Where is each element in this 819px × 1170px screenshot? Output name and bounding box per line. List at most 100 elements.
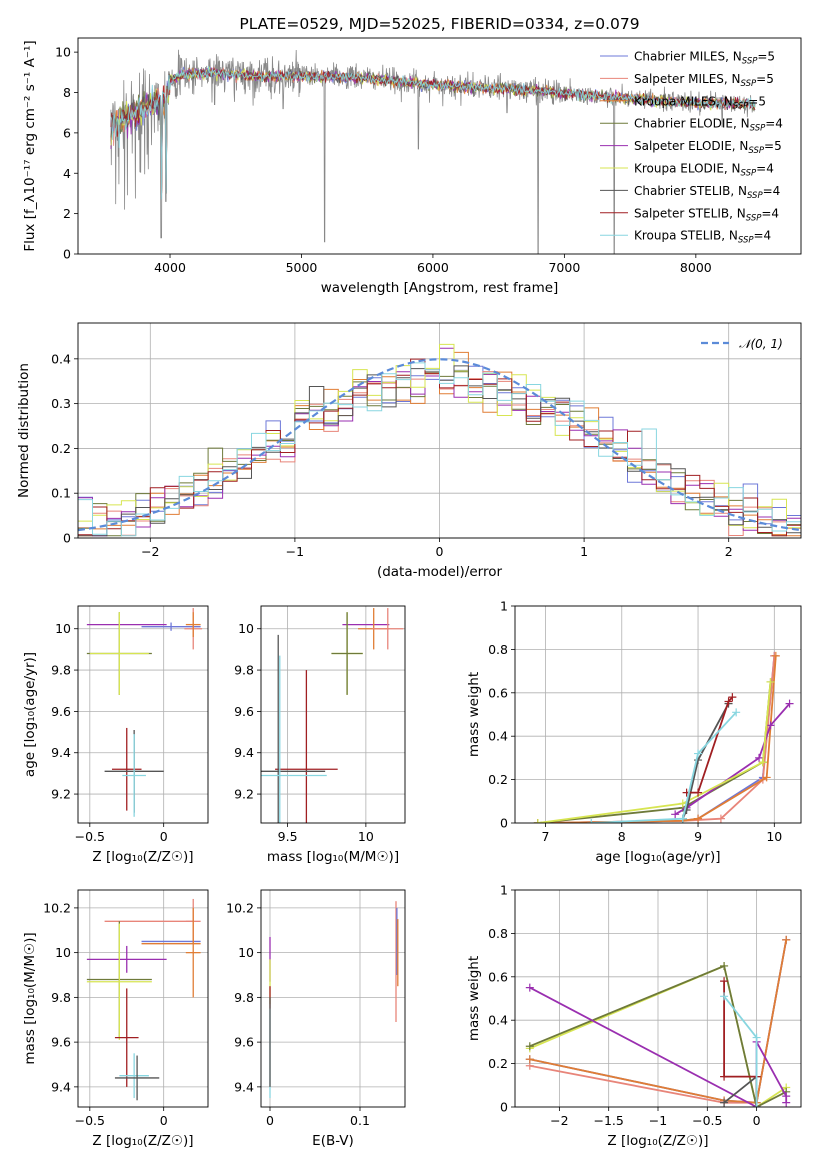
mass-weight-line-salpeter_miles xyxy=(537,655,776,823)
x-axis-label: Z [log₁₀(Z/Z☉)] xyxy=(607,1133,708,1149)
x-tick-label: −0.5 xyxy=(692,1113,722,1128)
x-tick-label: 0.1 xyxy=(350,1113,370,1128)
x-tick-label: 7 xyxy=(542,829,550,844)
mass-weight-marker xyxy=(671,810,680,819)
y-tick-label: 9.4 xyxy=(51,745,71,760)
x-tick-label: 10 xyxy=(766,829,782,844)
y-tick-label: 9.4 xyxy=(234,1079,254,1094)
spectrum-axes: 4000 5000 6000 7000 8000 0 2 4 6 8 10 wavelength [A… xyxy=(22,15,802,296)
residuals-axes: −2 −1 0 1 2 0 0.1 0.2 0.3 0.4 (data-model)/error No… xyxy=(16,322,802,580)
mass-weight-marker xyxy=(678,814,687,823)
x-tick-label: −0.5 xyxy=(75,1113,105,1128)
x-tick-label: −1.5 xyxy=(594,1113,624,1128)
mw_vs_age-frame xyxy=(514,605,802,824)
y-tick-label: 0.4 xyxy=(51,351,71,366)
y-tick-label: 9.8 xyxy=(51,990,71,1005)
legend-entry: Kroupa MILES, NSSP=5 xyxy=(634,94,766,111)
y-tick-label: 9.6 xyxy=(51,1035,71,1050)
y-axis-label: mass [log₁₀(M/M☉)] xyxy=(22,932,38,1064)
y-tick-label: 0 xyxy=(500,816,508,831)
legend-entry: Salpeter STELIB, NSSP=4 xyxy=(634,206,779,223)
mw_vs_Z-axes: −2 −1.5 −1 −0.5 0 0 0.2 0.4 0.6 0.8 1 Z [log₁₀(Z/Z☉… xyxy=(466,883,802,1149)
legend-subscript: SSP xyxy=(742,57,758,67)
age_vs_mass-plot xyxy=(261,608,404,823)
age_vs_mass-grid xyxy=(261,606,405,823)
mass-weight-marker xyxy=(720,1072,729,1081)
mass-weight-marker xyxy=(771,651,780,660)
mw_vs_Z-plot xyxy=(525,935,791,1107)
mass-weight-line-salpeter_stelib xyxy=(686,696,734,794)
age_vs_Z-ticks: −0.5 0 9.2 9.4 9.6 9.8 10 xyxy=(51,621,168,844)
y-tick-label: 9.2 xyxy=(234,787,254,802)
age_vs_mass-axes: 9.5 10 9.2 9.4 9.6 9.8 10 mass [log₁₀(M/M☉)] xyxy=(234,605,406,865)
x-axis-label: Z [log₁₀(Z/Z☉)] xyxy=(92,849,193,865)
residual-histogram-kroupa_stelib xyxy=(78,362,801,537)
x-tick-label: −0.5 xyxy=(75,829,105,844)
mass_vs_Z-axes: −0.5 0 9.4 9.6 9.8 10 10.2 Z [log₁₀(Z/Z☉)] mass … xyxy=(22,889,209,1149)
mass-weight-marker xyxy=(752,1033,761,1042)
mass-weight-marker xyxy=(720,977,729,986)
y-tick-label: 0.8 xyxy=(488,642,508,657)
legend-suffix: =5 xyxy=(748,94,766,108)
y-tick-label: 9.4 xyxy=(51,1079,71,1094)
model-spectrum-kroupa_stelib xyxy=(110,66,756,200)
y-tick-label: 9.4 xyxy=(234,745,254,760)
mass_vs_Z-ticks: −0.5 0 9.4 9.6 9.8 10 10.2 xyxy=(43,900,168,1128)
x-tick-label: 4000 xyxy=(154,260,186,275)
y-tick-label: 0.8 xyxy=(488,926,508,941)
age_vs_mass-ticks: 9.5 10 9.2 9.4 9.6 9.8 10 xyxy=(234,621,374,844)
mass-weight-line-kroupa_stelib xyxy=(591,711,737,823)
legend-label: Salpeter MILES, N xyxy=(634,72,741,86)
mass-weight-line-chabrier_miles xyxy=(537,655,776,823)
age_vs_Z-frame xyxy=(77,605,209,824)
y-axis-label: Flux [f_λ10⁻¹⁷ erg cm⁻² s⁻¹ A⁻¹] xyxy=(22,40,38,251)
y-tick-label: 1 xyxy=(500,599,508,614)
y-tick-label: 9.8 xyxy=(51,663,71,678)
legend-label: Chabrier MILES, N xyxy=(634,50,742,64)
spectrum-ticks: 4000 5000 6000 7000 8000 0 2 4 6 8 10 xyxy=(55,45,712,275)
residuals-ticks: −2 −1 0 1 2 0 0.1 0.2 0.3 0.4 xyxy=(51,351,733,559)
mass-weight-marker xyxy=(755,753,764,762)
mass-weight-marker xyxy=(732,708,741,717)
legend-entry: Kroupa ELODIE, NSSP=4 xyxy=(634,162,774,179)
legend-subscript: SSP xyxy=(741,79,757,89)
y-tick-label: 9.6 xyxy=(234,1035,254,1050)
y-tick-label: 9.6 xyxy=(234,704,254,719)
mass-weight-marker xyxy=(766,677,775,686)
x-tick-label: 0 xyxy=(436,544,444,559)
legend-suffix: =4 xyxy=(761,206,779,220)
mass-weight-line-kroupa_elodie xyxy=(537,681,772,823)
legend-entry: Salpeter MILES, NSSP=5 xyxy=(634,72,774,89)
mw_vs_Z-grid xyxy=(515,889,801,1108)
mw_vs_Z-frame xyxy=(514,889,802,1108)
y-tick-label: 0.4 xyxy=(488,729,508,744)
y-tick-label: 0.1 xyxy=(51,486,71,501)
x-axis-label: Z [log₁₀(Z/Z☉)] xyxy=(92,1133,193,1149)
mass-weight-marker xyxy=(782,935,791,944)
mass-weight-marker xyxy=(533,819,542,823)
x-tick-label: −1 xyxy=(286,544,304,559)
mass_vs_Z-plot xyxy=(86,898,201,1101)
y-tick-label: 6 xyxy=(63,125,71,140)
x-tick-label: 5000 xyxy=(286,260,318,275)
mw_vs_age-ticks: 7 8 9 10 0 0.2 0.4 0.6 0.8 1 xyxy=(488,599,782,845)
age_vs_Z-axes: −0.5 0 9.2 9.4 9.6 9.8 10 Z [log₁₀(Z/Z☉)] age [l… xyxy=(22,605,209,865)
residuals-plot xyxy=(78,343,801,537)
mass-weight-marker xyxy=(587,819,596,823)
normal-distribution-curve xyxy=(78,358,801,532)
mass-weight-marker xyxy=(694,788,703,797)
x-tick-label: 0 xyxy=(160,829,168,844)
y-tick-label: 0.6 xyxy=(488,969,508,984)
legend-entry: Chabrier ELODIE, NSSP=4 xyxy=(634,117,783,134)
x-axis-label: E(B-V) xyxy=(312,1133,354,1149)
legend-suffix: =5 xyxy=(756,72,774,86)
legend-label: Chabrier ELODIE, N xyxy=(634,117,750,131)
legend-suffix: =4 xyxy=(754,229,772,243)
y-tick-label: 9.8 xyxy=(234,990,254,1005)
legend-entry: Chabrier STELIB, NSSP=4 xyxy=(634,184,780,201)
y-tick-label: 10 xyxy=(238,945,254,960)
mass_vs_ebv-frame xyxy=(260,889,406,1108)
x-tick-label: 0 xyxy=(266,1113,274,1128)
